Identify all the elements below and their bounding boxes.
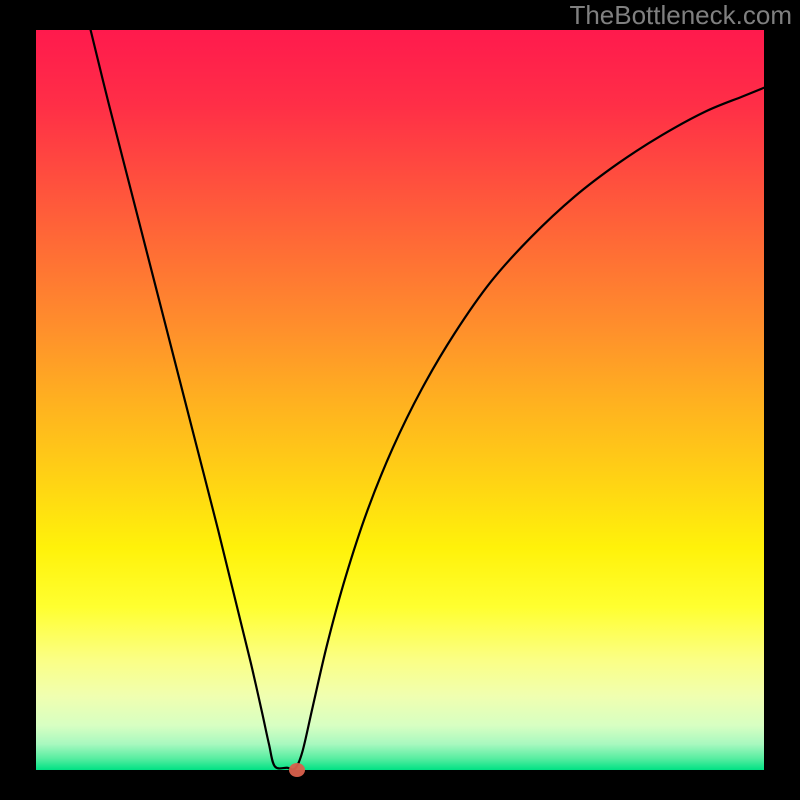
watermark-text: TheBottleneck.com: [569, 0, 792, 31]
bottleneck-curve: [36, 30, 764, 770]
plot-area: [36, 30, 764, 770]
optimum-marker: [289, 763, 305, 777]
curve-path: [91, 30, 764, 770]
chart-frame: TheBottleneck.com: [0, 0, 800, 800]
